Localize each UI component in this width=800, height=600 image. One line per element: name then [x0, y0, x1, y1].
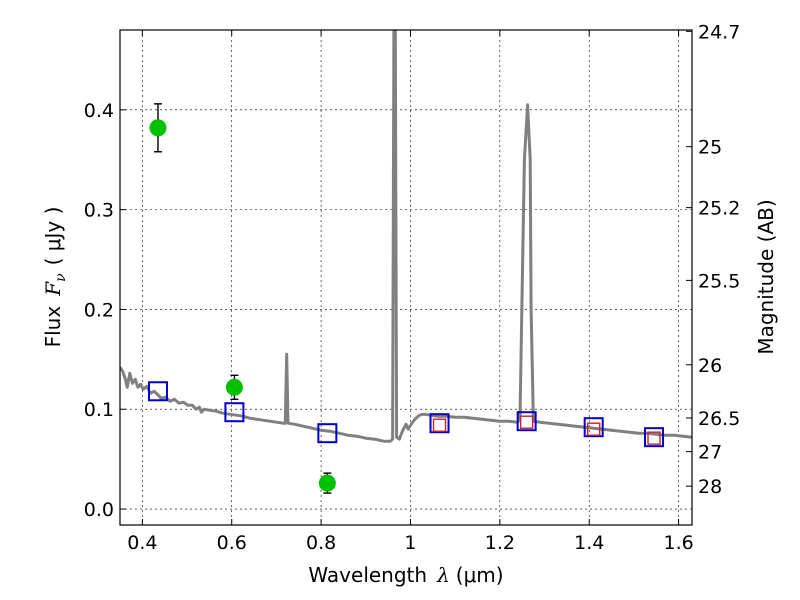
plot-area	[120, 30, 692, 494]
y2-tick-label: 25	[698, 137, 722, 159]
x-axis-label-symbol: λ	[436, 563, 450, 587]
ticks: 0.4 0.6 0.8 1 1.2 1.4 1.6 0.0 0.1 0.2 0.3 0.4 24.7 25…	[84, 21, 741, 554]
y-axis-label-text: Flux	[41, 306, 65, 348]
observed-point	[318, 474, 336, 492]
y2-axis-label: Magnitude (AB)	[754, 199, 778, 354]
model-photometry-square	[224, 402, 245, 423]
model-photometry-square	[644, 427, 665, 448]
upper-limit-square	[586, 422, 601, 436]
x-tick-label: 0.4	[127, 532, 157, 554]
x-tick-label: 0.6	[217, 532, 247, 554]
x-tick-label: 1.2	[485, 532, 515, 554]
x-axis-label-unit: (μm)	[456, 563, 504, 587]
y-tick-label: 0.3	[84, 200, 114, 222]
upper-limit-square	[519, 415, 534, 429]
observed-point	[149, 119, 167, 137]
series-group	[120, 30, 692, 494]
spectrum-line	[120, 30, 692, 443]
axes-frame	[119, 29, 693, 526]
y2-tick-label: 25.5	[698, 270, 740, 292]
observed-point	[225, 378, 243, 396]
upper-limit-square	[432, 418, 447, 432]
y-axis-label-unit: ( μJy )	[41, 207, 65, 266]
upper-limit-square	[647, 431, 661, 445]
model-photometry-square	[516, 411, 537, 432]
y2-tick-label: 27	[698, 442, 722, 464]
model-photometry-square	[583, 417, 604, 438]
x-tick-label: 1.4	[574, 532, 604, 554]
y-tick-label: 0.0	[84, 499, 114, 521]
y-axis-label: Flux Fν ( μJy )	[41, 207, 69, 348]
y2-tick-label: 25.2	[698, 198, 740, 220]
y2-tick-label: 24.7	[698, 21, 740, 43]
model-photometry-square	[317, 423, 338, 444]
model-photometry-square	[147, 381, 168, 402]
grid	[120, 30, 692, 525]
y-axis-label-subscript: ν	[53, 273, 69, 282]
model-photometry-square	[429, 413, 450, 434]
y2-tick-label: 28	[698, 476, 722, 498]
y-tick-label: 0.4	[84, 100, 114, 122]
y2-tick-label: 26.5	[698, 408, 740, 430]
y-tick-label: 0.1	[84, 399, 114, 421]
x-tick-label: 0.8	[306, 532, 336, 554]
x-axis-label: Wavelength λ (μm)	[308, 563, 503, 587]
x-tick-label: 1	[404, 532, 416, 554]
y2-tick-label: 26	[698, 355, 722, 377]
y-tick-label: 0.2	[84, 299, 114, 321]
x-axis-label-text: Wavelength	[308, 563, 427, 587]
y-axis-label-symbol: F	[41, 281, 65, 297]
x-tick-label: 1.6	[663, 532, 693, 554]
